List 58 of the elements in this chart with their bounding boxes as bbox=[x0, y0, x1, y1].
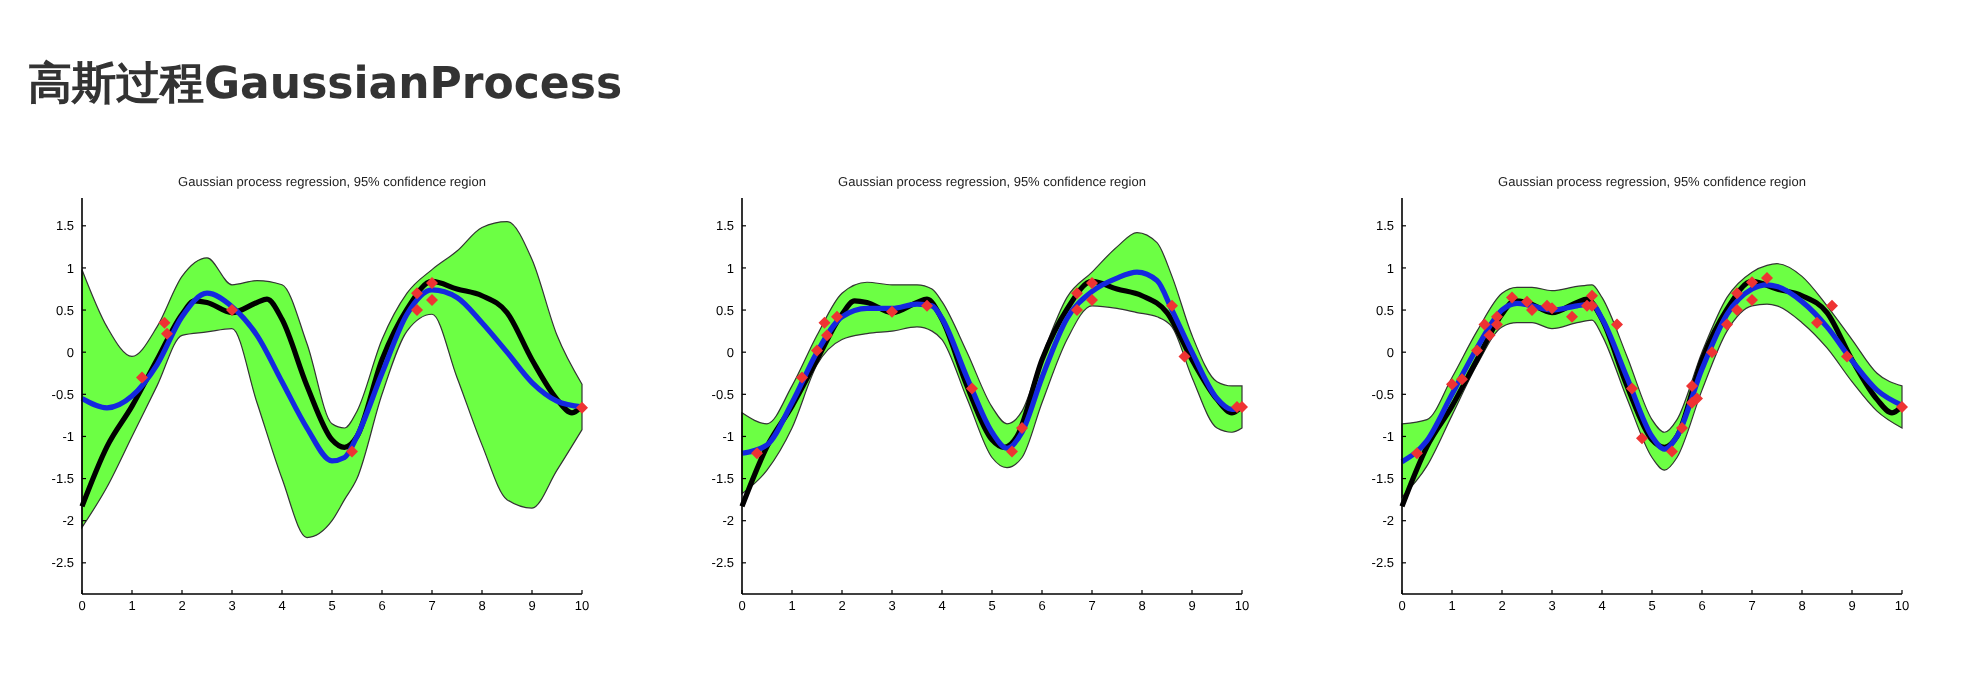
point bbox=[1478, 318, 1491, 331]
point bbox=[1706, 346, 1718, 359]
point bbox=[751, 447, 763, 460]
point bbox=[346, 445, 358, 458]
point bbox=[1086, 293, 1098, 306]
point bbox=[818, 316, 831, 329]
point bbox=[1896, 400, 1908, 413]
point bbox=[411, 304, 423, 317]
point bbox=[1471, 344, 1483, 357]
point bbox=[426, 293, 438, 306]
point bbox=[411, 287, 423, 300]
point bbox=[1686, 379, 1698, 392]
point bbox=[1521, 295, 1533, 308]
point bbox=[1731, 287, 1743, 300]
point bbox=[1826, 299, 1838, 312]
point bbox=[426, 277, 438, 290]
point bbox=[1006, 445, 1018, 458]
point bbox=[1676, 422, 1688, 435]
point bbox=[1761, 272, 1773, 285]
point bbox=[831, 310, 843, 323]
point bbox=[161, 327, 173, 340]
point bbox=[966, 382, 978, 395]
point bbox=[1456, 373, 1468, 386]
point bbox=[1411, 447, 1423, 460]
point bbox=[1746, 276, 1758, 289]
point bbox=[1446, 378, 1458, 391]
point bbox=[811, 344, 823, 357]
point bbox=[1526, 304, 1538, 317]
point bbox=[886, 305, 898, 318]
point bbox=[1731, 304, 1743, 317]
point bbox=[1566, 310, 1578, 323]
point bbox=[1746, 293, 1758, 306]
point bbox=[1071, 304, 1083, 317]
point bbox=[1506, 291, 1518, 304]
point bbox=[921, 299, 933, 312]
point bbox=[1636, 432, 1648, 445]
point bbox=[1071, 287, 1083, 300]
point bbox=[1611, 318, 1623, 331]
point bbox=[1626, 382, 1638, 395]
point bbox=[226, 304, 238, 317]
point bbox=[1691, 392, 1703, 405]
point bbox=[136, 371, 148, 384]
point bbox=[1841, 350, 1853, 363]
point bbox=[1016, 422, 1028, 435]
point bbox=[1666, 445, 1678, 458]
text: 高斯过程GaussianProcess bbox=[28, 58, 623, 110]
point bbox=[1483, 329, 1496, 342]
point bbox=[821, 329, 833, 342]
point bbox=[1586, 289, 1598, 302]
point bbox=[1811, 316, 1823, 329]
line-series bbox=[739, 269, 1245, 456]
point bbox=[576, 401, 588, 414]
point bbox=[158, 316, 171, 329]
point bbox=[1178, 350, 1191, 363]
point bbox=[1721, 318, 1733, 331]
point bbox=[796, 371, 808, 384]
point bbox=[1166, 299, 1178, 312]
point bbox=[1086, 277, 1098, 290]
